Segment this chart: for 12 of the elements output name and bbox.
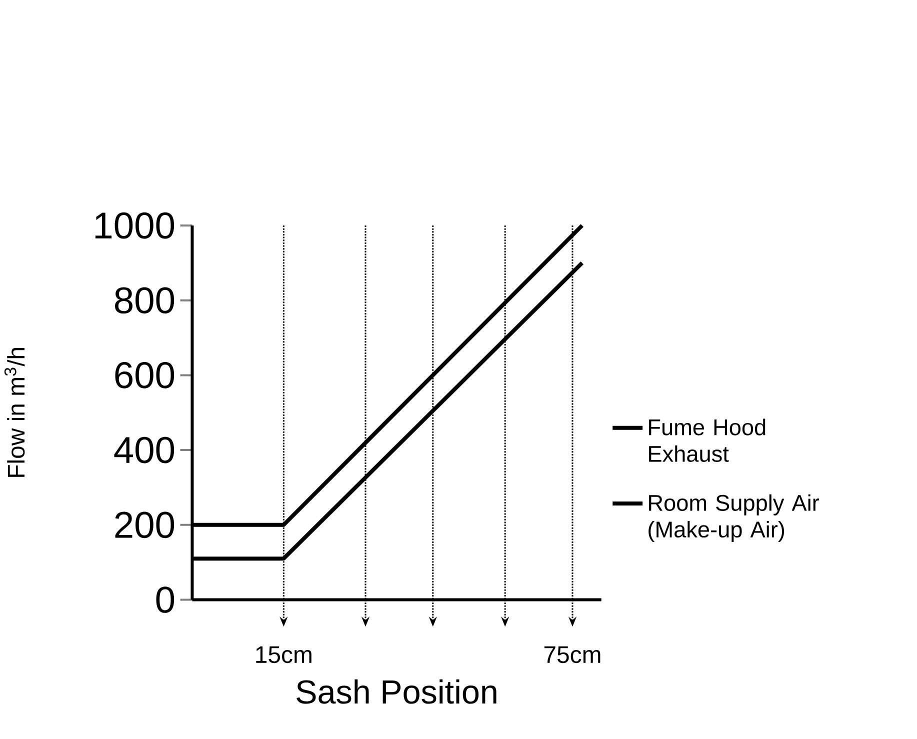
x-tick-label: 15cm — [256, 646, 312, 663]
y-tick-label: 1000 — [95, 212, 174, 238]
y-tick-label: 200 — [115, 512, 174, 538]
y-tick-label: 600 — [115, 362, 174, 388]
y-axis-title: Flow in m$^{3}$/h — [4, 348, 25, 477]
x-tick-label: 75cm — [544, 646, 600, 663]
x-axis-title: Sash Position — [296, 679, 496, 704]
legend-label: Room Supply Air (Make-up Air) — [648, 494, 820, 542]
y-tick-label: 0 — [156, 586, 174, 613]
y-tick-label: 800 — [115, 286, 174, 314]
legend-label: Fume Hood Exhaust — [649, 418, 766, 462]
y-tick-label: 400 — [114, 436, 174, 464]
